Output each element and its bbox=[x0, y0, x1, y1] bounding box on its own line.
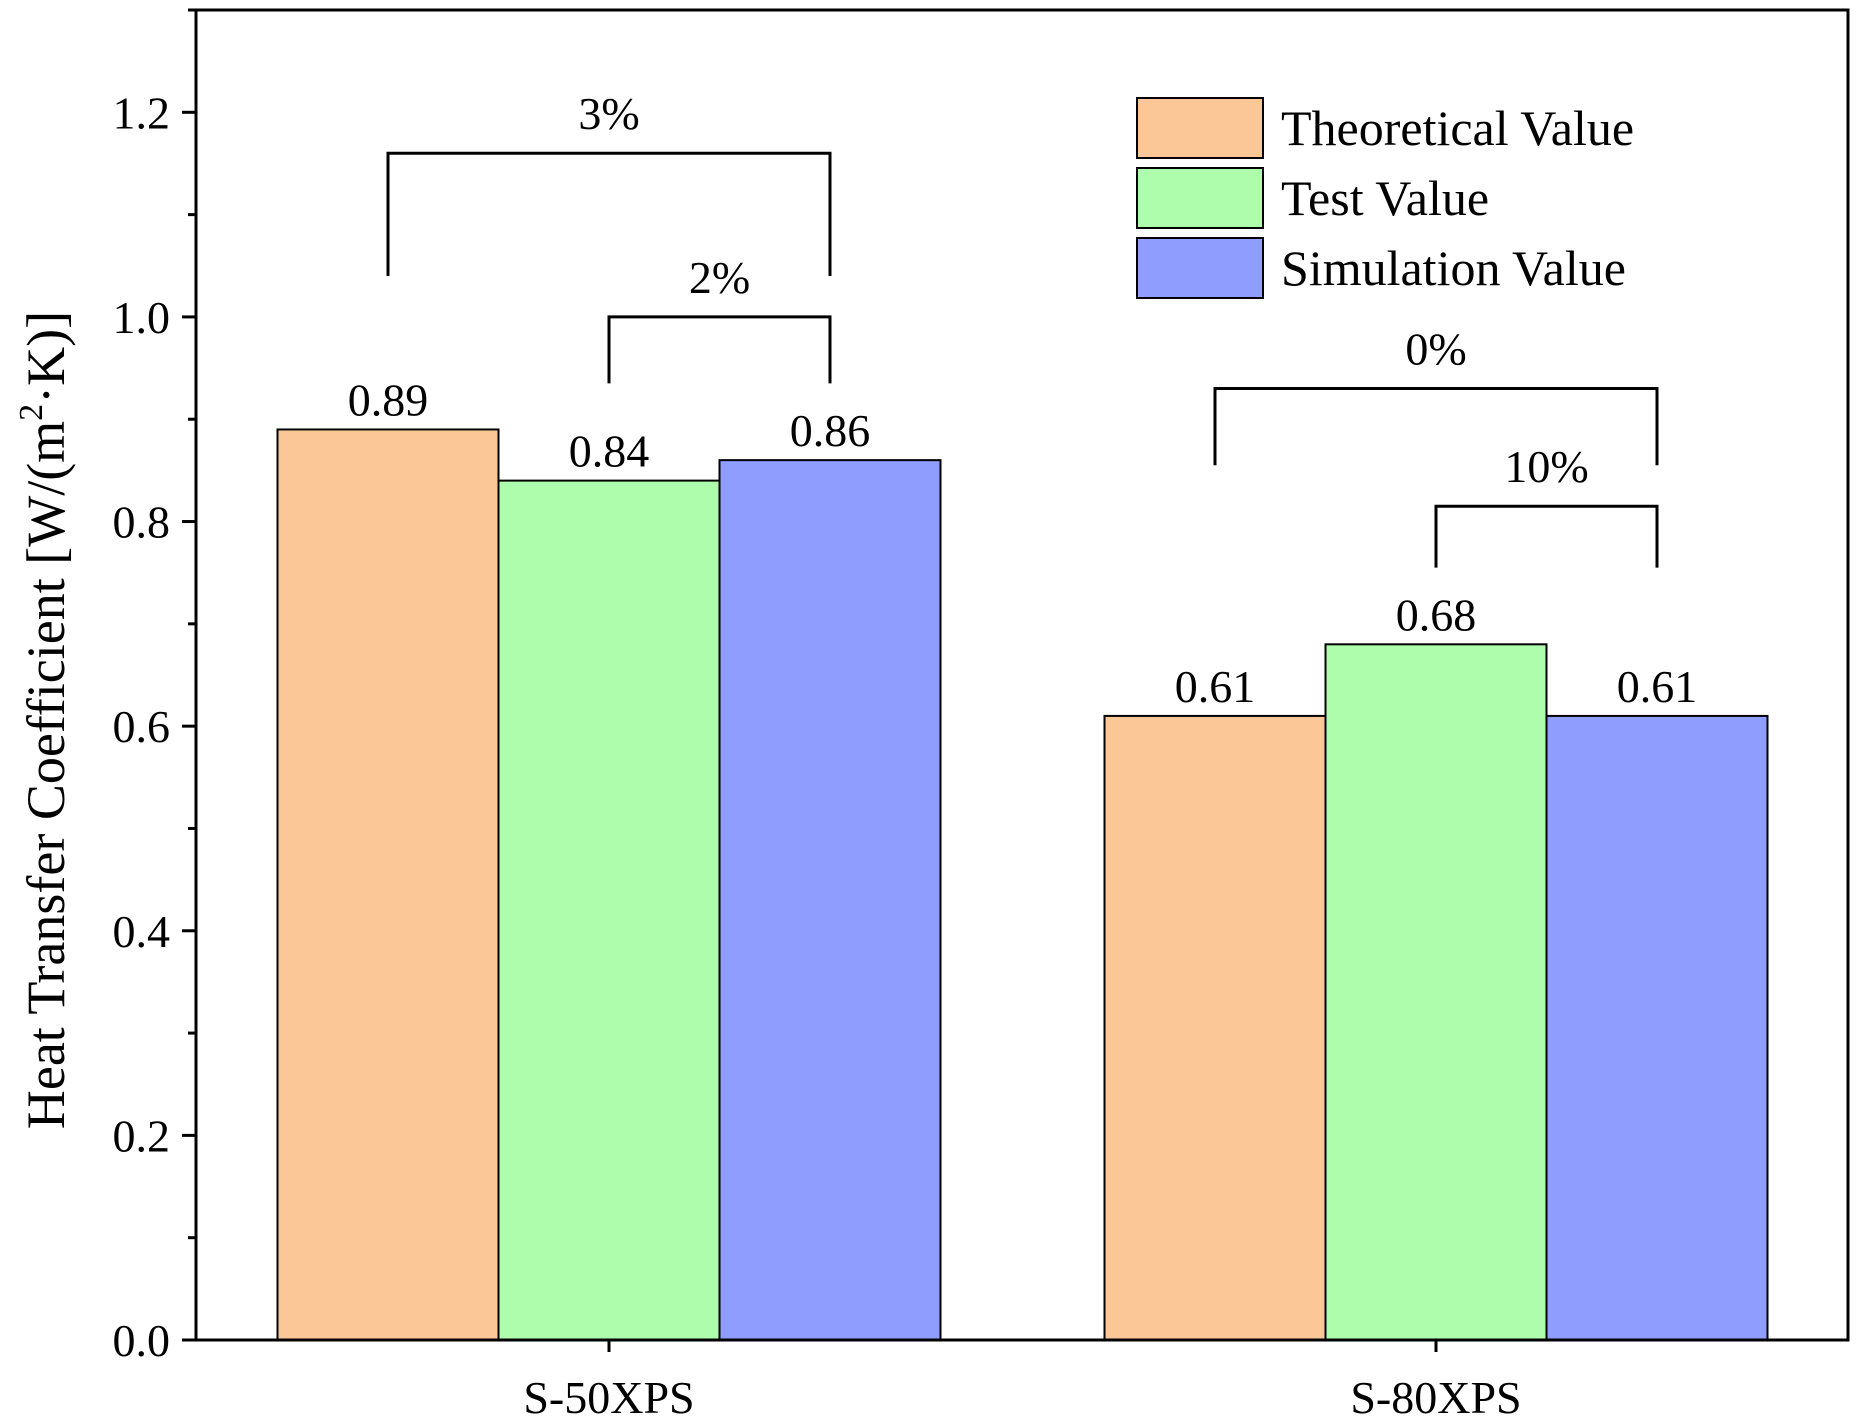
annotation-brackets: 3% 2% 0% 10% bbox=[386, 88, 1659, 568]
y-tick-label: 0.6 bbox=[113, 701, 171, 752]
bar-value-label: 0.61 bbox=[1617, 661, 1698, 712]
annotation-bracket bbox=[1434, 504, 1659, 568]
bar-value-label: 0.68 bbox=[1396, 589, 1477, 640]
annotation-label: 10% bbox=[1504, 441, 1588, 492]
x-category-label: S-50XPS bbox=[523, 1372, 694, 1423]
bar bbox=[718, 459, 942, 1341]
legend-swatch bbox=[1136, 167, 1264, 229]
y-tick-label: 1.2 bbox=[113, 87, 171, 138]
y-tick-label: 0.0 bbox=[113, 1315, 171, 1366]
annotation-label: 3% bbox=[578, 88, 639, 139]
y-axis-label-superscript: 2 bbox=[13, 404, 50, 421]
annotation-bracket bbox=[1213, 387, 1659, 466]
bar bbox=[497, 479, 721, 1342]
legend-label: Theoretical Value bbox=[1281, 100, 1634, 156]
bar-value-label: 0.84 bbox=[569, 426, 650, 477]
y-tick-label: 0.8 bbox=[113, 497, 171, 548]
x-category-label: S-80XPS bbox=[1350, 1372, 1521, 1423]
bar bbox=[1103, 714, 1327, 1341]
bar bbox=[1545, 714, 1769, 1341]
y-tick-label: 0.2 bbox=[113, 1110, 171, 1161]
legend-swatch bbox=[1136, 97, 1264, 159]
bar-value-label: 0.86 bbox=[790, 405, 871, 456]
bars-layer: 0.89 0.61 0.84 0.68 0.86 0.61 bbox=[276, 374, 1769, 1342]
legend-label: Simulation Value bbox=[1281, 240, 1626, 296]
plot-frame bbox=[194, 8, 1850, 1342]
legend-label: Test Value bbox=[1281, 170, 1489, 226]
y-axis-label-end: ·K)] bbox=[16, 311, 76, 404]
x-axis-categories: S-50XPS S-80XPS bbox=[523, 1340, 1522, 1423]
bar bbox=[1324, 643, 1548, 1341]
annotation-label: 0% bbox=[1405, 324, 1466, 375]
bar bbox=[276, 428, 500, 1341]
y-tick-label: 1.0 bbox=[113, 292, 171, 343]
legend-swatch bbox=[1136, 237, 1264, 299]
bar-value-label: 0.89 bbox=[348, 374, 429, 425]
y-axis-label: Heat Transfer Coefficient [W/(m2·K)] bbox=[13, 311, 76, 1129]
y-axis-label-main: Heat Transfer Coefficient [W/(m bbox=[16, 421, 76, 1129]
y-axis-ticks: 0.0 0.2 0.4 0.6 0.8 1.0 1.2 bbox=[113, 8, 196, 1366]
annotation-label: 2% bbox=[689, 252, 750, 303]
y-tick-label: 0.4 bbox=[113, 906, 171, 957]
legend: Theoretical Value Test Value Simulation Va… bbox=[1136, 97, 1634, 299]
annotation-bracket bbox=[607, 315, 832, 384]
bar-value-label: 0.61 bbox=[1175, 661, 1256, 712]
annotation-bracket bbox=[386, 151, 832, 276]
